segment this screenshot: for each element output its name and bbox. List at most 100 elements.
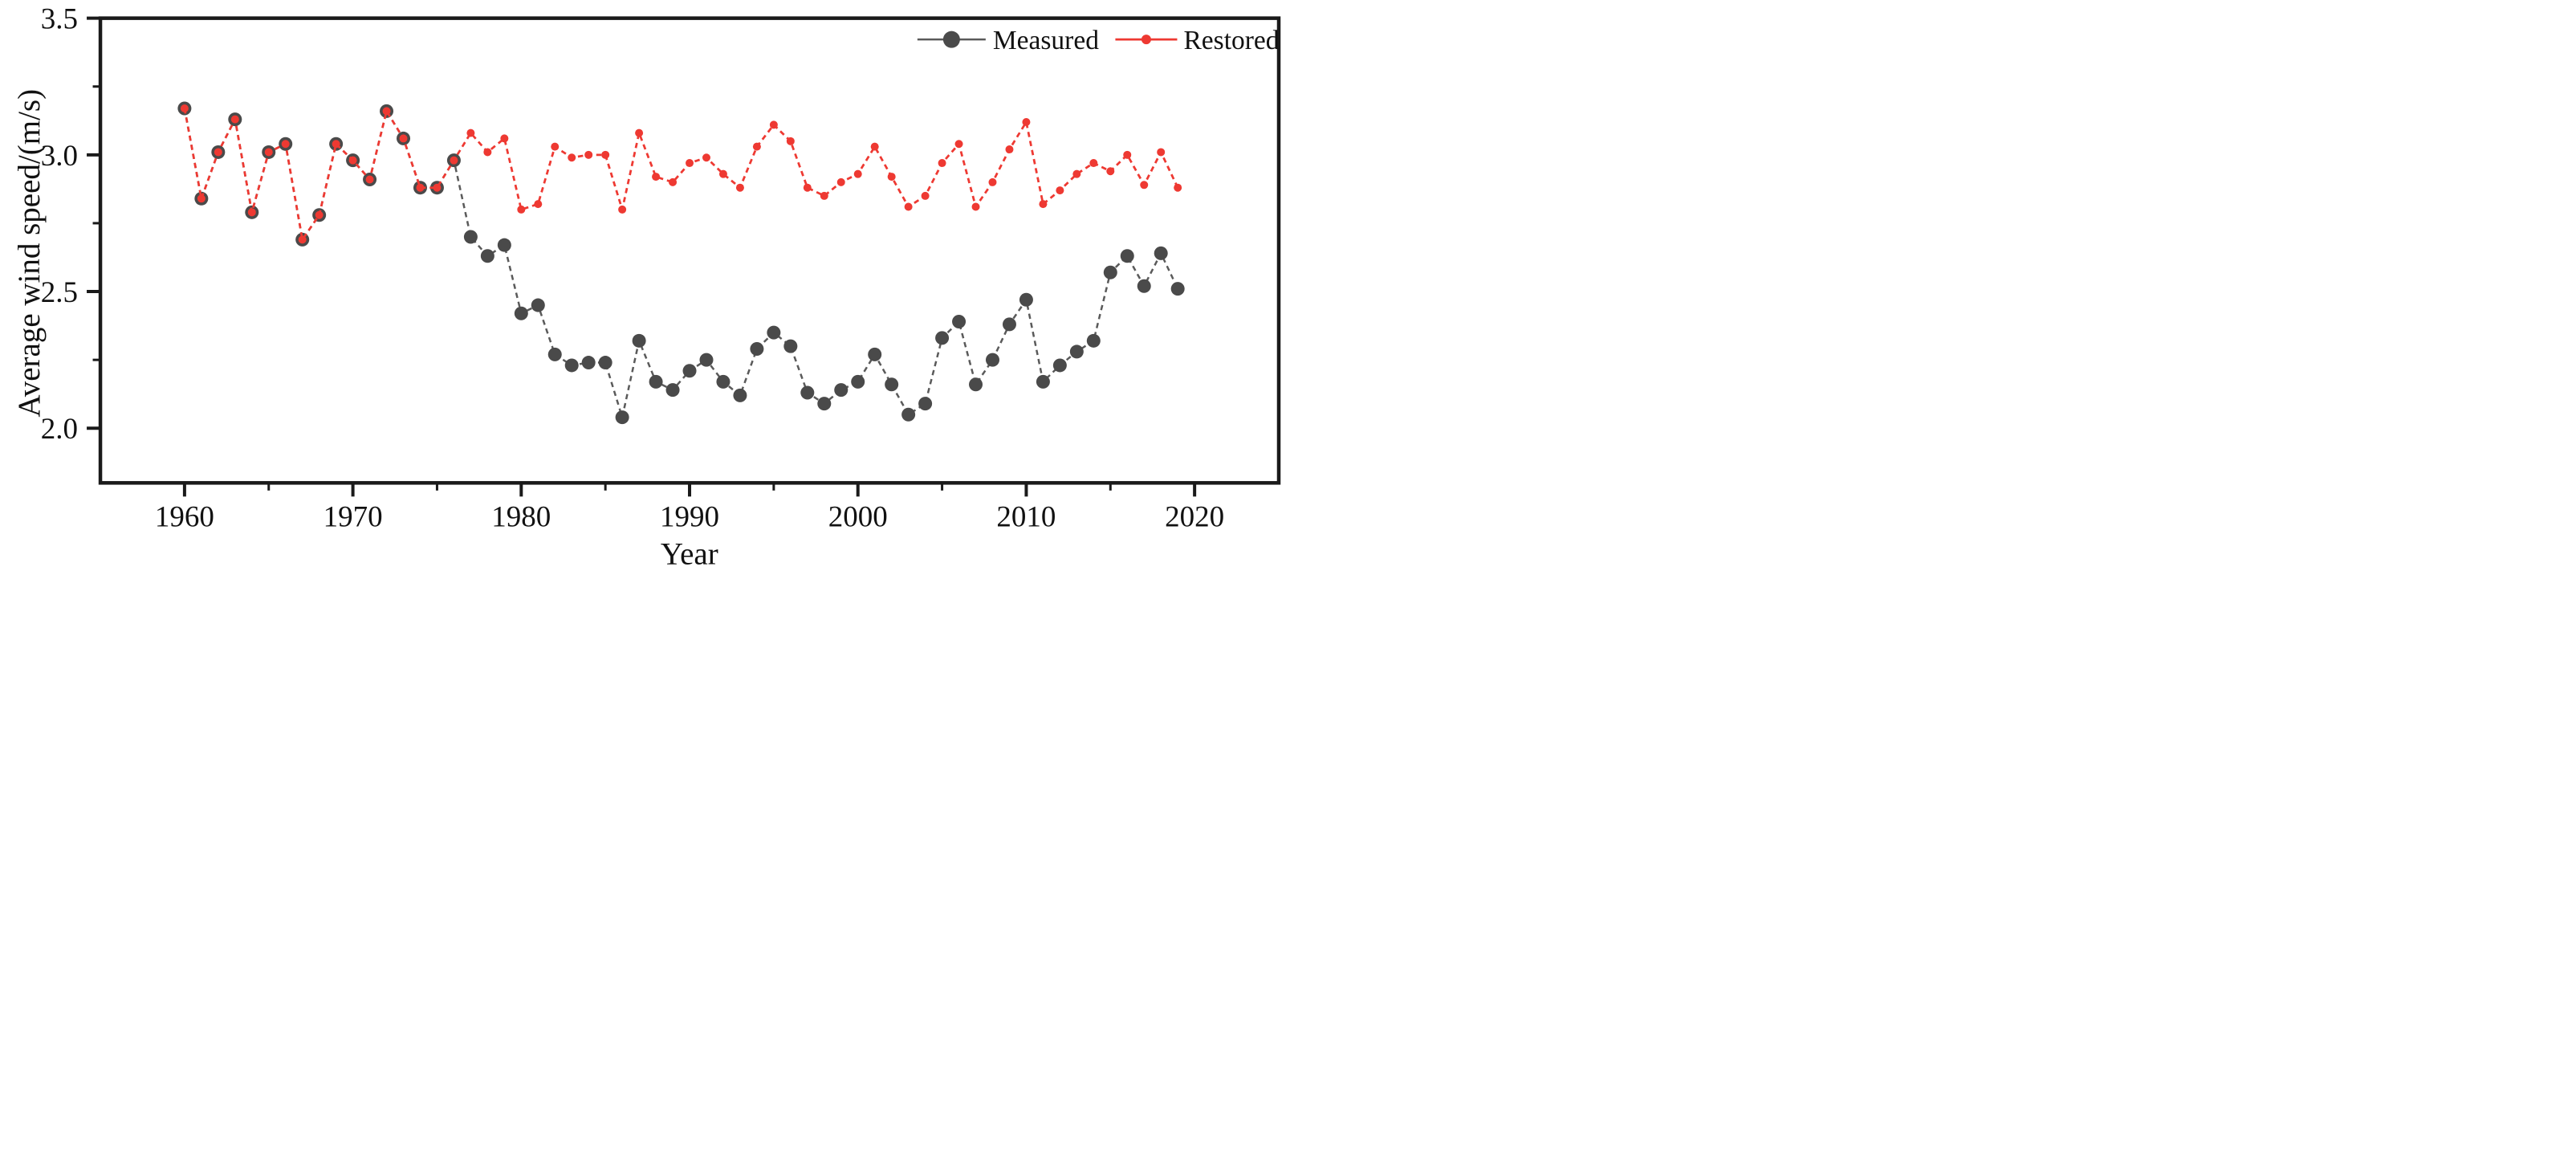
measured-marker: [767, 325, 781, 340]
restored-marker: [820, 191, 828, 200]
restored-marker: [635, 128, 644, 137]
wind-speed-chart: 2.0 2.5 3.0 3.5 1960 1970 1980 1990 2000 2010 2020…: [12, 3, 1281, 571]
restored-marker: [735, 183, 744, 192]
restored-marker: [1039, 200, 1048, 209]
restored-marker: [534, 200, 543, 209]
x-tick-label: 2010: [996, 500, 1056, 533]
measured-marker: [985, 353, 999, 367]
x-tick-label: 2020: [1165, 500, 1224, 533]
restored-marker: [1174, 183, 1182, 192]
restored-marker: [247, 208, 256, 217]
measured-marker: [868, 347, 882, 361]
restored-marker: [568, 153, 576, 162]
restored-marker: [669, 177, 678, 186]
restored-marker: [1157, 148, 1166, 157]
restored-marker: [315, 210, 324, 219]
restored-marker: [1089, 159, 1098, 168]
restored-marker: [803, 183, 812, 192]
measured-marker: [1036, 374, 1050, 389]
measured-marker: [480, 249, 494, 263]
measured-marker: [1154, 246, 1168, 260]
legend-measured-marker: [942, 31, 960, 48]
y-tick-label: 3.5: [41, 3, 78, 36]
restored-marker: [769, 120, 778, 129]
measured-marker: [649, 374, 663, 389]
measured-marker: [615, 410, 629, 425]
measured-marker: [665, 383, 680, 398]
plot-area: 2.0 2.5 3.0 3.5 1960 1970 1980 1990 2000 2010 2020: [41, 3, 1281, 533]
restored-marker: [921, 191, 930, 200]
legend: Measured Restored: [917, 26, 1280, 55]
chart-figure: 2.0 2.5 3.0 3.5 1960 1970 1980 1990 2000 2010 2020…: [0, 0, 1288, 581]
measured-marker: [716, 374, 730, 389]
y-axis-title: Average wind speed/(m/s): [12, 89, 47, 418]
measured-line: [183, 108, 1179, 422]
measured-marker: [969, 377, 983, 392]
restored-marker: [500, 134, 509, 143]
restored-marker: [214, 148, 222, 157]
restored-marker: [298, 235, 307, 244]
restored-marker: [483, 148, 492, 157]
measured-marker: [463, 230, 478, 244]
restored-marker: [904, 202, 913, 211]
x-tick-label: 2000: [828, 500, 888, 533]
restored-marker: [584, 150, 593, 159]
x-axis-title: Year: [661, 536, 718, 571]
restored-marker: [686, 159, 694, 168]
restored-marker: [988, 177, 997, 186]
restored-marker: [382, 107, 391, 116]
restored-marker: [652, 173, 661, 181]
restored-marker: [1106, 167, 1115, 176]
restored-marker: [197, 194, 206, 203]
measured-marker: [497, 238, 511, 252]
measured-marker: [1002, 317, 1016, 332]
restored-marker: [230, 115, 239, 124]
restored-marker: [1123, 150, 1132, 159]
series-restored: [180, 104, 1182, 244]
measured-marker: [564, 358, 579, 373]
measured-marker: [783, 339, 798, 353]
restored-marker: [870, 142, 879, 151]
restored-marker: [1022, 117, 1031, 126]
measured-marker: [1170, 282, 1185, 296]
measured-marker: [1120, 249, 1134, 263]
restored-marker: [836, 177, 845, 186]
plot-frame: [98, 16, 1281, 485]
measured-marker: [918, 397, 933, 411]
restored-marker: [1056, 186, 1064, 195]
measured-marker: [632, 333, 646, 348]
restored-marker: [332, 140, 340, 149]
measured-marker: [1069, 345, 1084, 359]
restored-marker: [365, 175, 374, 184]
restored-marker: [348, 156, 357, 165]
restored-marker: [786, 137, 795, 145]
measured-marker: [800, 385, 815, 400]
restored-marker: [433, 183, 442, 192]
x-tick-label: 1990: [660, 500, 719, 533]
measured-marker: [885, 377, 899, 392]
legend-restored-marker: [1141, 35, 1151, 45]
measured-marker: [817, 397, 832, 411]
y-tick-label: 2.5: [41, 276, 78, 309]
restored-line: [183, 108, 1179, 243]
restored-marker: [180, 104, 189, 112]
x-tick-label: 1980: [491, 500, 551, 533]
restored-marker: [517, 205, 526, 214]
restored-marker: [281, 140, 290, 149]
restored-marker: [853, 169, 862, 178]
restored-marker: [450, 156, 458, 165]
measured-marker: [733, 388, 747, 402]
x-tick-label: 1970: [324, 500, 383, 533]
measured-marker: [952, 314, 967, 328]
restored-marker: [718, 169, 727, 178]
legend-restored-label: Restored: [1183, 26, 1279, 55]
restored-marker: [938, 159, 946, 168]
measured-marker: [514, 306, 528, 320]
restored-marker: [1072, 169, 1081, 178]
measured-marker: [581, 356, 596, 370]
restored-marker: [618, 205, 627, 214]
measured-marker: [901, 407, 916, 422]
measured-marker: [750, 342, 764, 357]
series-measured: [177, 101, 1185, 425]
measured-marker: [1137, 279, 1151, 293]
